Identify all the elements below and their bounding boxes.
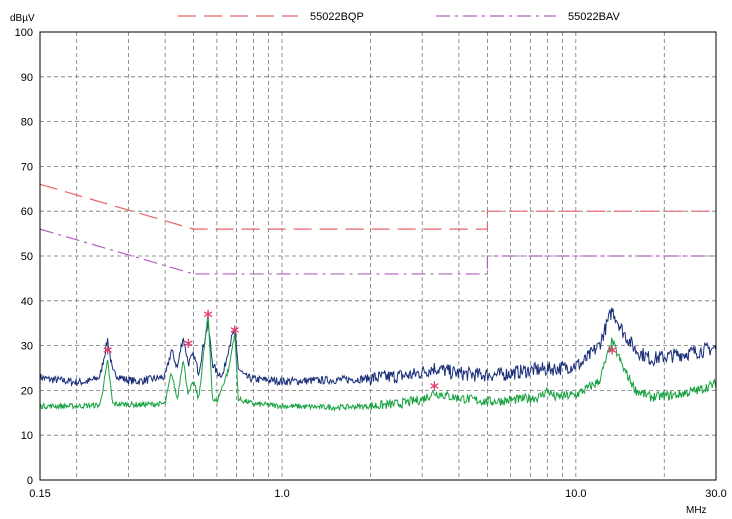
y-tick-label: 70: [21, 161, 33, 173]
x-axis-unit: MHz: [686, 505, 707, 516]
x-tick-label: 10.0: [565, 488, 586, 500]
peak-marker: [430, 381, 439, 391]
x-tick-label: 30.0: [705, 488, 726, 500]
traces: [40, 307, 716, 412]
y-tick-label: 90: [21, 72, 33, 84]
y-tick-label: 50: [21, 251, 33, 263]
y-tick-label: 0: [27, 475, 33, 487]
x-tick-label: 1.0: [274, 488, 289, 500]
y-tick-label: 80: [21, 117, 33, 129]
y-tick-label: 100: [15, 27, 33, 39]
peak-trace: [40, 307, 716, 388]
limit-line-av: [39, 228, 716, 275]
peak-marker: [607, 345, 617, 355]
y-axis-unit: dBµV: [10, 13, 35, 24]
y-tick-labels: 0 10 20 30 40 50 60 70 80 90 100: [15, 27, 33, 487]
average-trace: [40, 316, 716, 412]
peak-markers: [103, 309, 617, 391]
x-tick-labels: 0.15 1.0 10.0 30.0: [29, 488, 726, 500]
peak-marker: [184, 338, 193, 348]
y-tick-label: 40: [21, 296, 33, 308]
legend-label-qp: 55022BQP: [310, 11, 364, 23]
peak-marker: [103, 345, 112, 355]
limit-lines: [39, 183, 716, 275]
legend-label-av: 55022BAV: [568, 11, 620, 23]
y-tick-label: 60: [21, 206, 33, 218]
y-tick-label: 20: [21, 385, 33, 397]
y-tick-label: 30: [21, 341, 33, 353]
x-tick-label: 0.15: [29, 488, 50, 500]
plot-frame: [39, 31, 717, 481]
peak-marker: [203, 309, 213, 319]
peak-marker: [230, 325, 239, 335]
limit-line-qp: [39, 183, 716, 230]
y-tick-label: 10: [21, 430, 33, 442]
legend: 55022BQP 55022BAV: [178, 11, 620, 23]
